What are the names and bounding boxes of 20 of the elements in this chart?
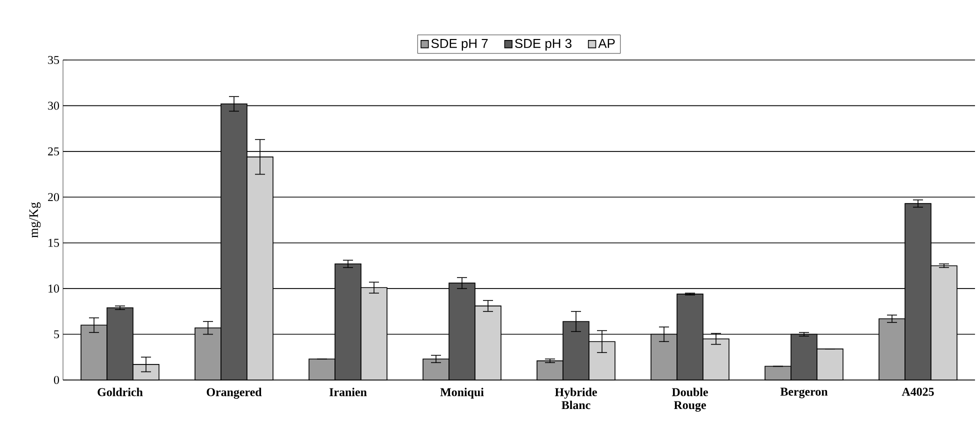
y-tick-label: 15 <box>48 238 60 247</box>
x-tick-label: Hybride Blanc <box>554 388 597 410</box>
x-tick-label: Orangered <box>206 388 262 399</box>
y-tick-label: 20 <box>48 193 60 202</box>
x-tick-label: Moniqui <box>440 388 484 399</box>
x-tick-label: A4025 <box>902 388 934 396</box>
y-tick-label: 10 <box>48 284 60 293</box>
x-tick-label: Goldrich <box>98 388 143 396</box>
legend-label: SDE pH 3 <box>515 38 572 51</box>
x-tick-label: Double Rouge <box>672 388 708 412</box>
y-tick-label: 0 <box>54 376 60 384</box>
y-tick-label: 5 <box>54 330 60 338</box>
y-tick-label: 35 <box>48 56 60 64</box>
y-tick-label: 30 <box>48 102 60 110</box>
y-axis-title: mg/Kg <box>29 202 41 238</box>
x-tick-label: Bergeron <box>780 388 828 398</box>
legend-label: SDE pH 7 <box>431 38 488 51</box>
legend-label: AP <box>598 38 615 48</box>
x-tick-label: Iranien <box>329 388 367 396</box>
y-tick-label: 25 <box>48 147 60 156</box>
